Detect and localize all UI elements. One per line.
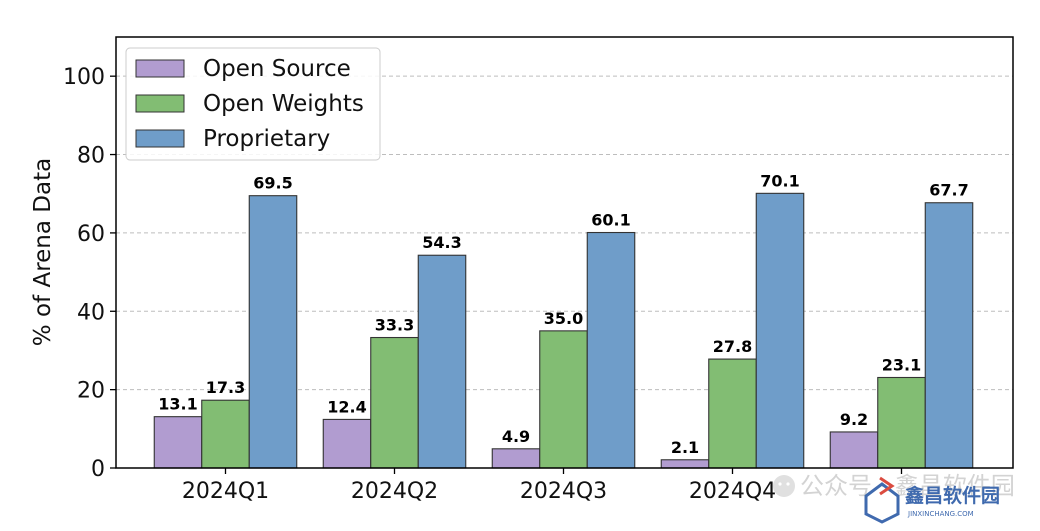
y-axis-ticks: 0 20 40 60 80 100: [63, 65, 116, 482]
bar-open-source: [829, 431, 879, 469]
legend: Open Source Open Weights Proprietary: [125, 47, 381, 161]
data-label: 4.9: [502, 427, 530, 446]
watermark-wechat-text: 公众号 · 鑫昌软件园: [800, 472, 1015, 500]
y-tick-label: 100: [63, 65, 105, 90]
x-tick-label: 2024Q3: [520, 479, 607, 504]
legend-items: Open Source Open Weights Proprietary: [135, 56, 364, 152]
bar-open-weights: [877, 376, 926, 469]
legend-label: Open Weights: [203, 91, 364, 117]
y-tick-label: 20: [77, 379, 105, 404]
legend-label: Open Source: [203, 56, 351, 82]
bar-proprietary: [924, 202, 974, 469]
bar-proprietary: [755, 192, 805, 469]
watermark-domain: JINXINCHANG.COM: [907, 510, 974, 518]
data-label: 9.2: [840, 410, 868, 429]
bar-open-weights: [708, 358, 757, 469]
data-label: 17.3: [206, 378, 245, 397]
watermark: 公众号 · 鑫昌软件园 鑫昌软件园 JINXINCHANG.COM: [773, 472, 1015, 524]
watermark-brand: 鑫昌软件园: [904, 484, 1000, 507]
legend-label: Proprietary: [203, 126, 330, 152]
data-label: 13.1: [158, 395, 197, 414]
data-label: 12.4: [327, 397, 366, 416]
bars: [153, 192, 974, 469]
data-labels: 13.1 17.3 69.5 12.4 33.3 54.3 4.9 35.0 60.1 2.1 27…: [158, 171, 968, 456]
data-label: 33.3: [375, 316, 414, 335]
data-label: 27.8: [713, 337, 752, 356]
bar-open-source: [322, 418, 372, 469]
x-tick-label: 2024Q1: [182, 479, 269, 504]
legend-swatch: [135, 129, 185, 148]
wechat-icon: [773, 475, 795, 497]
legend-swatch: [135, 59, 185, 78]
data-label: 35.0: [544, 309, 583, 328]
x-tick-label: 2024Q4: [689, 479, 776, 504]
data-label: 23.1: [882, 355, 921, 374]
bar-open-weights: [370, 336, 419, 469]
data-label: 67.7: [929, 181, 968, 200]
legend-swatch: [135, 94, 185, 113]
y-tick-label: 40: [77, 300, 105, 325]
y-axis-title: % of Arena Data: [30, 158, 56, 346]
data-label: 54.3: [422, 233, 461, 252]
data-label: 60.1: [591, 211, 630, 230]
data-label: 69.5: [253, 174, 292, 193]
data-label: 70.1: [760, 171, 799, 190]
y-tick-label: 0: [91, 457, 105, 482]
bar-open-weights: [539, 330, 588, 469]
legend-frame: [125, 47, 381, 161]
bar-proprietary: [586, 231, 636, 469]
y-tick-label: 80: [77, 144, 105, 169]
bar-proprietary: [417, 254, 467, 469]
x-axis-ticks: 2024Q1 2024Q2 2024Q3 2024Q4: [182, 468, 903, 504]
brand-logo-icon: [864, 476, 900, 524]
bar-proprietary: [248, 195, 298, 469]
bar-open-source: [153, 416, 203, 469]
bar-open-weights: [201, 399, 250, 469]
data-label: 2.1: [671, 438, 699, 457]
plot-frame: [115, 36, 1014, 469]
bar-open-source: [491, 448, 541, 469]
y-tick-label: 60: [77, 222, 105, 247]
x-tick-label: 2024Q2: [351, 479, 438, 504]
bar-open-source: [660, 459, 710, 469]
